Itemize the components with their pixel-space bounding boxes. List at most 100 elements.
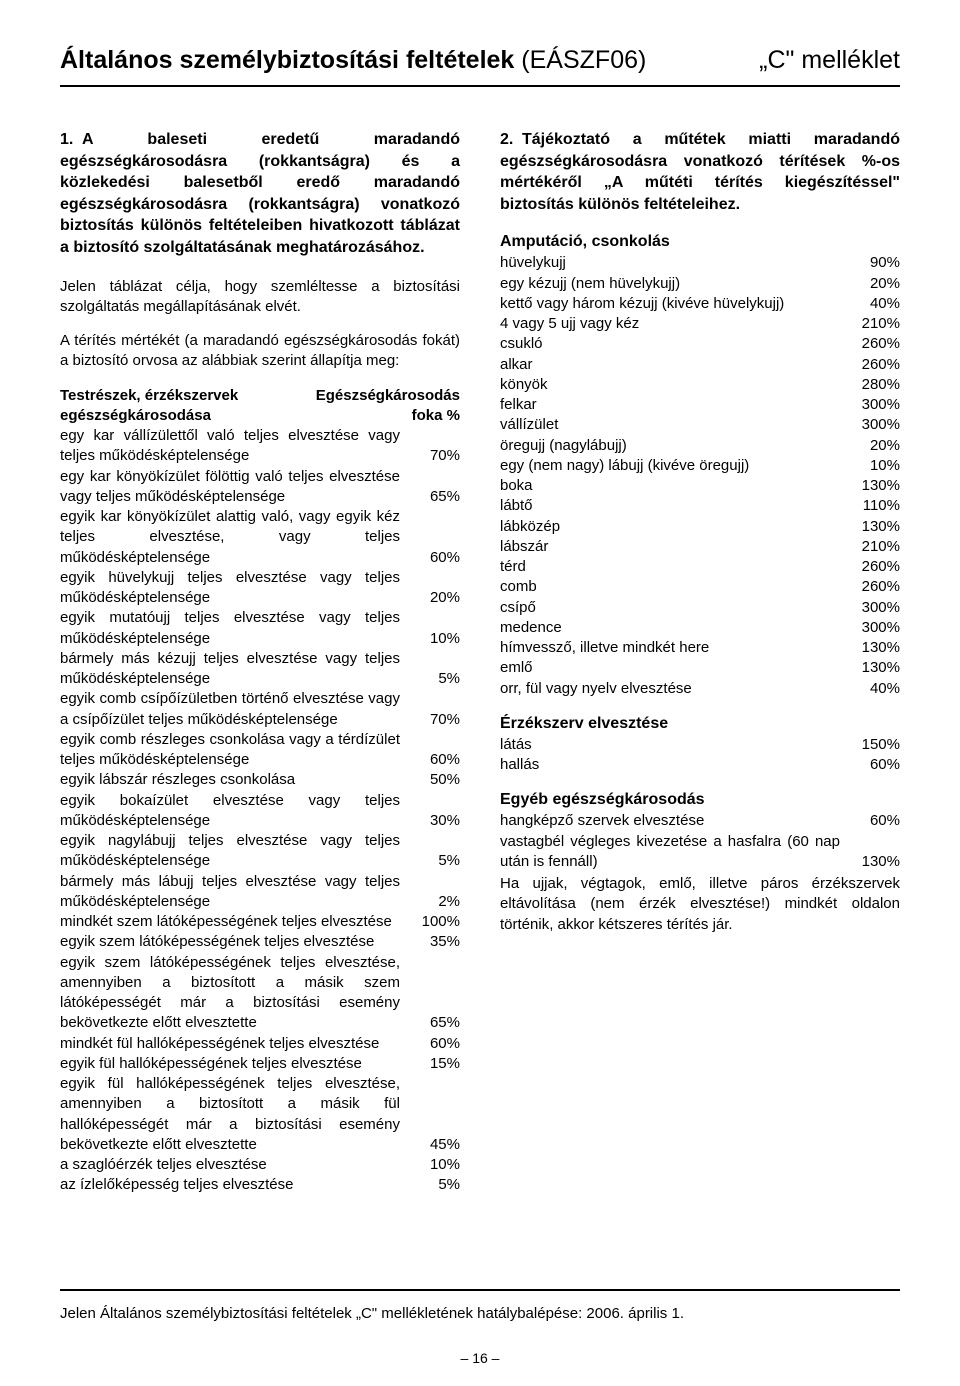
table-row: egyik bokaízület elvesztése vagy teljes … [60, 791, 460, 832]
row-value: 210% [852, 537, 900, 557]
row-label: csukló [500, 334, 840, 354]
row-value: 5% [412, 851, 460, 871]
row-label: egyik comb részleges csonkolása vagy a t… [60, 730, 400, 771]
row-label: bármely más lábujj teljes elvesztése vag… [60, 872, 400, 913]
row-label: egyik szem látóképességének teljes elves… [60, 932, 400, 952]
row-label: könyök [500, 375, 840, 395]
row-label: vastagbél végleges kivezetése a hasfalra… [500, 832, 840, 873]
row-value: 60% [412, 1034, 460, 1054]
row-label: bármely más kézujj teljes elvesztése vag… [60, 649, 400, 690]
row-value: 70% [412, 710, 460, 730]
row-label: comb [500, 577, 840, 597]
row-label: egyik kar könyökízület alattig való, vag… [60, 507, 400, 568]
table-row: könyök280% [500, 375, 900, 395]
document-page: Általános személybiztosítási feltételek … [0, 0, 960, 1386]
row-value: 60% [412, 548, 460, 568]
table-row: térd260% [500, 557, 900, 577]
egyeb-heading: Egyéb egészségkárosodás [500, 791, 900, 809]
row-label: 4 vagy 5 ujj vagy kéz [500, 314, 840, 334]
table-row: kettő vagy három kézujj (kivéve hüvelyku… [500, 294, 900, 314]
row-label: egyik mutatóujj teljes elvesztése vagy t… [60, 608, 400, 649]
row-value: 130% [852, 517, 900, 537]
row-label: lábtő [500, 496, 840, 516]
row-value: 130% [852, 658, 900, 678]
table-row: 4 vagy 5 ujj vagy kéz 210% [500, 314, 900, 334]
table-row: hangképző szervek elvesztése 60% [500, 811, 900, 831]
amput-table: hüvelykujj90%egy kézujj (nem hüvelykujj)… [500, 253, 900, 699]
row-value: 40% [852, 679, 900, 699]
row-value: 20% [852, 274, 900, 294]
table-row: egy kar könyökízület fölöttig való telje… [60, 467, 460, 508]
table-row: látás150% [500, 735, 900, 755]
row-label: alkar [500, 355, 840, 375]
row-value: 65% [412, 487, 460, 507]
table-row: vállízület300% [500, 415, 900, 435]
row-label: orr, fül vagy nyelv elvesztése [500, 679, 840, 699]
table-row: egyik lábszár részleges csonkolása 50% [60, 770, 460, 790]
table-1-header-right-2: foka % [316, 406, 460, 426]
row-value: 90% [852, 253, 900, 273]
row-value: 60% [852, 811, 900, 831]
table-row: felkar 300% [500, 395, 900, 415]
table-row: lábszár 210% [500, 537, 900, 557]
table-row: lábtő110% [500, 496, 900, 516]
row-label: mindkét fül hallóképességének teljes elv… [60, 1034, 400, 1054]
row-label: hangképző szervek elvesztése [500, 811, 840, 831]
row-label: vállízület [500, 415, 840, 435]
table-row: emlő130% [500, 658, 900, 678]
title-appendix: „C" melléklet [759, 46, 900, 75]
table-row: egyik kar könyökízület alattig való, vag… [60, 507, 460, 568]
row-value: 260% [852, 334, 900, 354]
page-title-row: Általános személybiztosítási feltételek … [60, 46, 900, 87]
table-row: hímvessző, illetve mindkét here 130% [500, 638, 900, 658]
row-label: lábközép [500, 517, 840, 537]
row-label: látás [500, 735, 840, 755]
table-row: egyik nagylábujj teljes elvesztése vagy … [60, 831, 460, 872]
row-value: 50% [412, 770, 460, 790]
row-label: medence [500, 618, 840, 638]
section-2-text: Tájékoztató a műtétek miatti maradandó e… [500, 131, 900, 213]
row-value: 300% [852, 395, 900, 415]
row-value: 60% [412, 750, 460, 770]
section-2-number: 2. [500, 129, 522, 151]
row-label: egyik lábszár részleges csonkolása [60, 770, 400, 790]
row-label: hímvessző, illetve mindkét here [500, 638, 840, 658]
row-label: egyik comb csípőízületben történő elvesz… [60, 689, 400, 730]
row-value: 10% [412, 629, 460, 649]
row-label: egy kar könyökízület fölöttig való telje… [60, 467, 400, 508]
table-row: az ízlelőképesség teljes elvesztése5% [60, 1175, 460, 1195]
table-row: boka130% [500, 476, 900, 496]
table-1-header-left-2: egészségkárosodása [60, 406, 238, 426]
table-row: egy (nem nagy) lábujj (kivéve öregujj) 10… [500, 456, 900, 476]
table-1-header-left-1: Testrészek, érzékszervek [60, 386, 238, 406]
row-value: 130% [852, 638, 900, 658]
table-1-header: Testrészek, érzékszervek egészségkárosod… [60, 386, 460, 427]
egyeb-table: hangképző szervek elvesztése 60% vastagbél… [500, 811, 900, 872]
table-row: egyik comb csípőízületben történő elvesz… [60, 689, 460, 730]
row-value: 210% [852, 314, 900, 334]
row-value: 130% [852, 476, 900, 496]
table-1-body: egy kar vállízülettől való teljes elvesz… [60, 426, 460, 1196]
row-label: egyik fül hallóképességének teljes elves… [60, 1074, 400, 1155]
table-row: egy kézujj (nem hüvelykujj)20% [500, 274, 900, 294]
row-value: 45% [412, 1135, 460, 1155]
row-value: 20% [852, 436, 900, 456]
row-value: 10% [852, 456, 900, 476]
row-label: lábszár [500, 537, 840, 557]
page-title: Általános személybiztosítási feltételek … [60, 46, 646, 75]
row-label: mindkét szem látóképességének teljes elv… [60, 912, 400, 932]
table-row: mindkét fül hallóképességének teljes elv… [60, 1034, 460, 1054]
row-value: 30% [412, 811, 460, 831]
title-bold: Általános személybiztosítási feltételek [60, 46, 514, 74]
row-value: 40% [852, 294, 900, 314]
row-value: 260% [852, 557, 900, 577]
erzek-table: látás150%hallás60% [500, 735, 900, 776]
table-row: hüvelykujj90% [500, 253, 900, 273]
row-label: egy (nem nagy) lábujj (kivéve öregujj) [500, 456, 840, 476]
table-row: egyik szem látóképességének teljes elves… [60, 932, 460, 952]
table-1-header-left: Testrészek, érzékszervek egészségkárosod… [60, 386, 238, 427]
row-label: felkar [500, 395, 840, 415]
table-row: egy kar vállízülettől való teljes elvesz… [60, 426, 460, 467]
row-value: 5% [412, 669, 460, 689]
table-row: lábközép 130% [500, 517, 900, 537]
